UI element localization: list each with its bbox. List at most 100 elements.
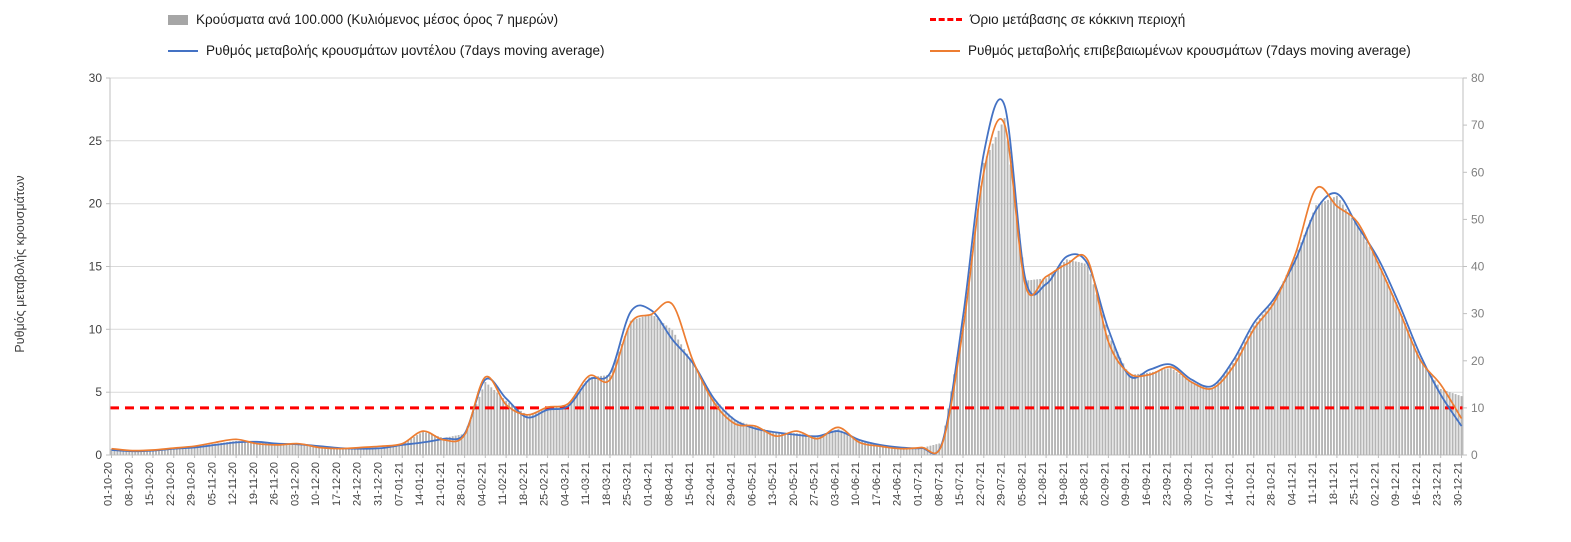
daily-bar	[199, 445, 202, 455]
daily-bar	[570, 400, 573, 455]
daily-bar	[1125, 369, 1128, 455]
daily-bar	[784, 432, 786, 455]
daily-bar	[1279, 287, 1282, 455]
daily-bar	[1258, 318, 1261, 455]
daily-bar	[591, 376, 594, 455]
daily-bar	[270, 443, 273, 455]
daily-bar	[1327, 199, 1329, 455]
daily-bar	[1107, 334, 1110, 455]
daily-bar	[430, 434, 433, 455]
daily-bar	[312, 445, 315, 455]
x-axis-tick-label: 21-10-21	[1245, 462, 1257, 506]
daily-bar	[113, 449, 116, 455]
daily-bar	[321, 446, 324, 455]
daily-bar	[1157, 370, 1160, 455]
daily-bar	[1383, 275, 1386, 455]
daily-bar	[813, 435, 816, 455]
daily-bar	[410, 438, 413, 455]
daily-bar	[448, 436, 451, 455]
daily-bar	[1009, 164, 1012, 455]
x-axis-tick-label: 18-02-21	[518, 462, 530, 506]
daily-bar	[1083, 263, 1086, 455]
daily-bar	[1238, 352, 1240, 455]
daily-bar	[1353, 222, 1356, 455]
x-axis-tick-label: 11-03-21	[580, 462, 592, 505]
daily-bar	[1048, 275, 1051, 455]
daily-bar	[484, 382, 487, 455]
daily-bar	[629, 320, 632, 455]
daily-bar	[1445, 391, 1448, 455]
daily-bar	[481, 389, 484, 455]
daily-bar	[232, 441, 235, 455]
daily-bar	[475, 404, 478, 455]
daily-bar	[594, 376, 597, 455]
daily-bar	[1273, 299, 1276, 455]
daily-bar	[383, 447, 386, 455]
daily-bar	[751, 425, 754, 455]
daily-bar	[267, 443, 270, 455]
daily-bar	[1451, 393, 1454, 455]
daily-bar	[790, 433, 792, 455]
daily-bar	[276, 443, 279, 455]
daily-bar	[309, 445, 312, 455]
daily-bar	[626, 328, 629, 455]
x-axis-labels: 01-10-20 08-10-20 15-10-20 22-10-20 29-10-20…	[103, 455, 1465, 506]
daily-bar	[1119, 357, 1122, 455]
daily-bar	[211, 444, 214, 455]
right-axis-tick-label: 30	[1471, 307, 1485, 321]
daily-bar	[641, 316, 644, 455]
daily-bar	[131, 450, 134, 455]
x-axis-tick-label: 11-02-21	[497, 462, 509, 505]
x-axis-tick-label: 10-12-20	[310, 462, 322, 506]
legend-item-cases-bars: Κρούσματα ανά 100.000 (Κυλιόμενος μέσος …	[168, 12, 558, 27]
daily-bar	[1303, 234, 1306, 455]
daily-bar	[579, 388, 582, 455]
daily-bar	[158, 449, 160, 455]
daily-bar	[1356, 226, 1359, 455]
daily-bar	[1160, 369, 1163, 455]
daily-bar	[1080, 262, 1083, 455]
daily-bar	[659, 320, 662, 455]
daily-bar	[285, 443, 288, 455]
daily-bar	[1255, 321, 1258, 455]
daily-bar	[1454, 394, 1457, 455]
daily-bar	[1039, 279, 1042, 455]
daily-bar	[843, 432, 846, 455]
daily-bar	[721, 407, 724, 455]
daily-bar	[187, 447, 190, 455]
daily-bar	[929, 445, 932, 455]
daily-bar	[166, 448, 169, 455]
daily-bar	[997, 130, 1000, 456]
daily-bar	[1033, 279, 1036, 455]
x-axis-tick-label: 03-06-21	[829, 462, 841, 506]
daily-bar	[160, 449, 163, 455]
x-axis-tick-label: 15-10-20	[144, 462, 156, 506]
daily-bar	[947, 408, 950, 455]
daily-bar	[1154, 371, 1157, 455]
confirmed-line	[111, 118, 1463, 455]
daily-bar	[220, 442, 223, 455]
daily-bar	[887, 445, 890, 455]
x-axis-tick-label: 19-08-21	[1058, 462, 1070, 506]
daily-bar	[428, 433, 430, 455]
daily-bar	[994, 137, 997, 455]
daily-bar	[1321, 202, 1324, 455]
x-axis-tick-label: 01-07-21	[913, 462, 925, 506]
daily-bar	[1036, 279, 1039, 455]
daily-bar	[1270, 303, 1273, 455]
daily-bar	[540, 409, 543, 455]
daily-bar	[454, 435, 457, 455]
daily-bar	[457, 435, 460, 455]
daily-bar	[1151, 371, 1154, 455]
daily-bar	[110, 448, 113, 455]
daily-bar	[202, 445, 205, 455]
daily-bar	[953, 374, 956, 455]
daily-bar	[665, 325, 668, 455]
daily-bar	[1051, 272, 1054, 455]
daily-bar	[606, 375, 608, 455]
x-axis-tick-label: 24-12-20	[352, 462, 364, 506]
daily-bar	[442, 438, 445, 455]
daily-bar	[1143, 373, 1145, 455]
daily-bar	[656, 318, 659, 455]
daily-bar	[896, 447, 899, 455]
